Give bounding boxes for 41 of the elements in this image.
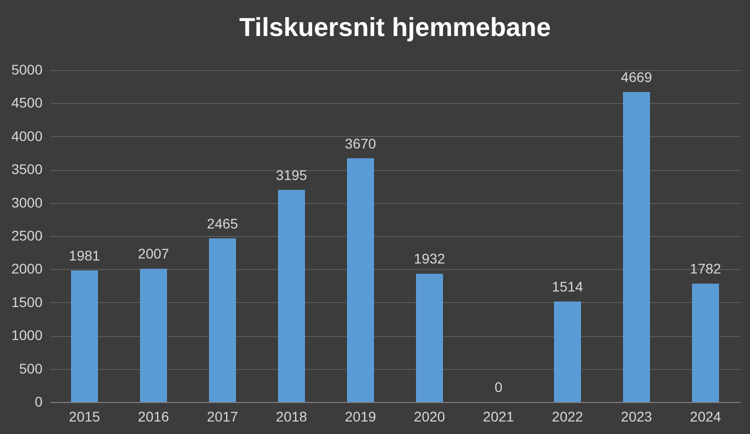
x-tick-label: 2018 — [276, 408, 308, 424]
y-tick-label: 1000 — [11, 327, 43, 344]
y-tick-label: 3500 — [11, 161, 43, 178]
data-label: 1782 — [690, 260, 722, 277]
data-label: 3195 — [276, 166, 308, 183]
x-tick-label: 2023 — [620, 408, 652, 424]
bar — [347, 158, 374, 402]
x-tick-label: 2017 — [206, 408, 238, 424]
y-tick-label: 4500 — [11, 94, 43, 111]
data-label: 0 — [494, 379, 503, 395]
bar — [623, 92, 650, 402]
x-tick-label: 2015 — [68, 408, 100, 424]
x-tick-label: 2020 — [414, 408, 446, 424]
x-tick-label: 2024 — [690, 408, 722, 424]
bar — [554, 301, 581, 402]
data-label: 2007 — [138, 246, 170, 262]
y-tick-label: 4000 — [11, 128, 43, 144]
bar — [71, 270, 98, 402]
data-label: 4669 — [620, 68, 652, 85]
x-tick-label: 2022 — [552, 408, 584, 424]
x-tick-label: 2019 — [344, 408, 376, 424]
y-tick-label: 3000 — [11, 194, 43, 210]
data-label: 1981 — [68, 247, 100, 264]
x-tick-label: 2016 — [138, 408, 170, 424]
y-tick-label: 2500 — [11, 228, 43, 244]
y-tick-label: 0 — [34, 394, 43, 410]
y-tick-label: 500 — [19, 360, 43, 376]
bar — [209, 238, 236, 402]
bar — [278, 190, 305, 402]
data-label: 3670 — [344, 135, 376, 152]
bar — [140, 268, 167, 402]
bar — [416, 274, 443, 402]
data-label: 1514 — [552, 278, 584, 294]
y-tick-label: 1500 — [11, 294, 43, 310]
y-tick-label: 5000 — [11, 62, 43, 78]
y-tick-label: 2000 — [11, 260, 43, 277]
data-label: 2465 — [206, 215, 238, 232]
bar — [692, 284, 719, 402]
x-tick-label: 2021 — [482, 408, 514, 424]
data-label: 1932 — [414, 250, 446, 267]
chart-title: Tilskuersnit hjemmebane — [239, 12, 551, 42]
